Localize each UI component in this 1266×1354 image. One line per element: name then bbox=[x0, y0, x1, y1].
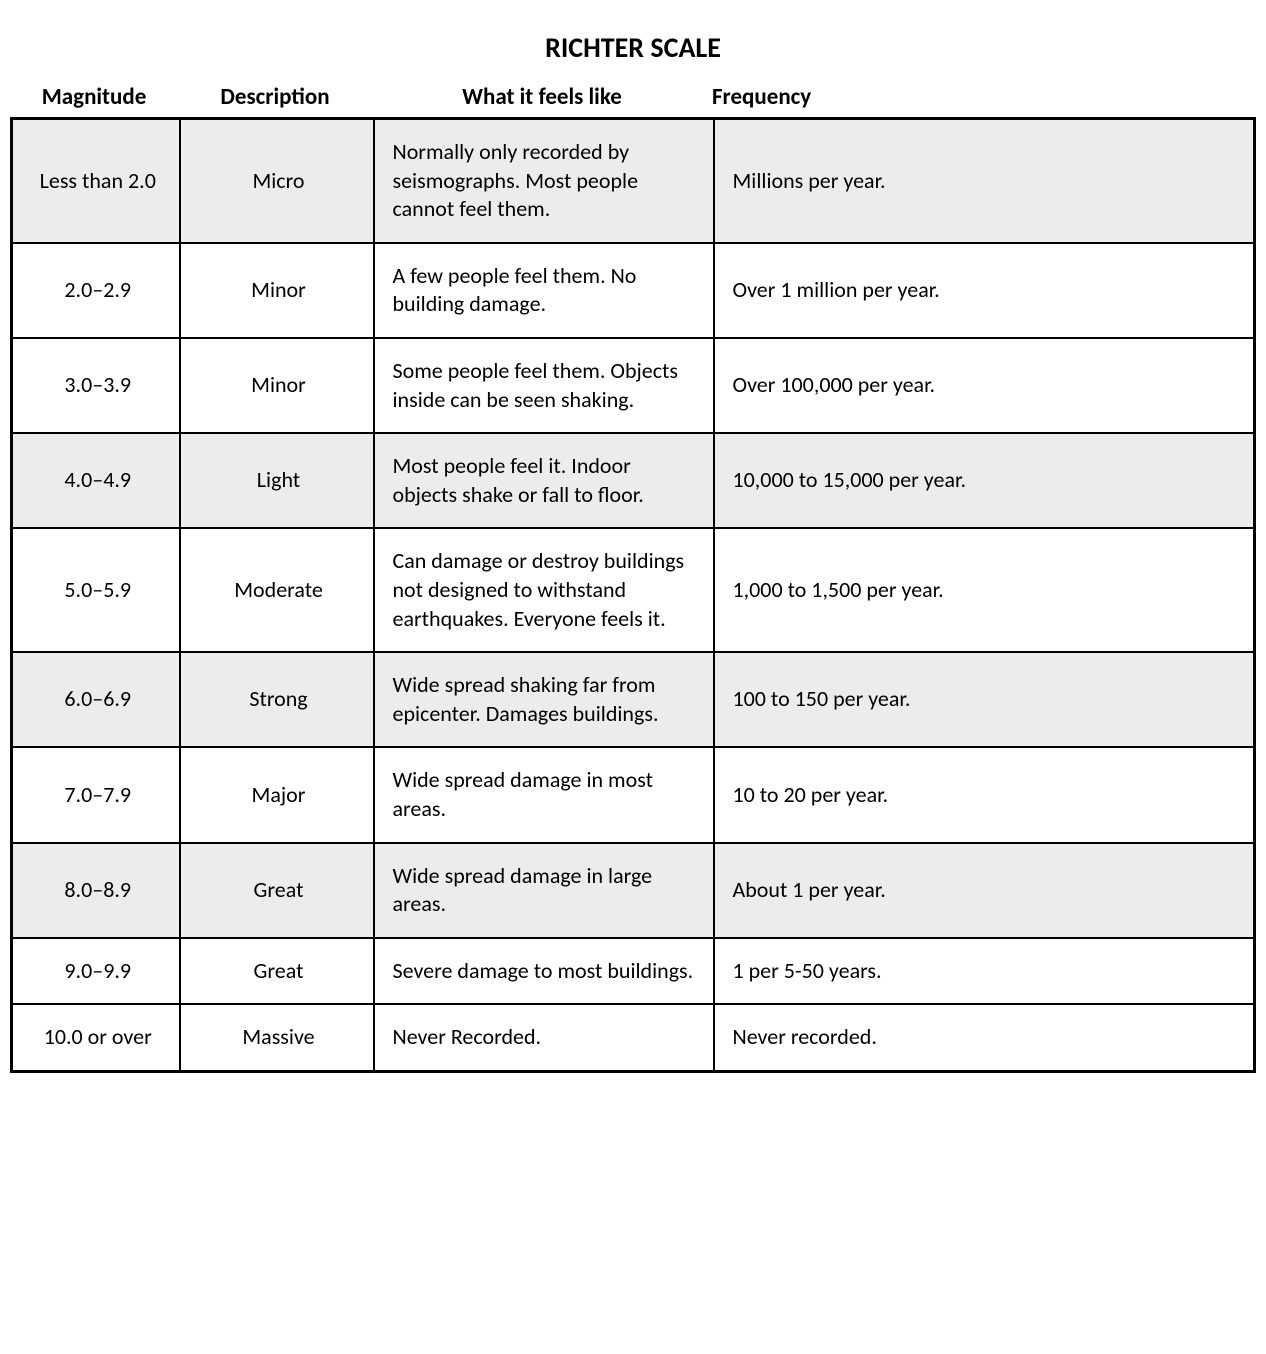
table-row: 8.0–8.9GreatWide spread damage in large … bbox=[12, 843, 1255, 938]
column-headers: Magnitude Description What it feels like… bbox=[10, 83, 1256, 111]
cell-description: Minor bbox=[180, 338, 374, 433]
table-row: 7.0–7.9MajorWide spread damage in most a… bbox=[12, 747, 1255, 842]
cell-frequency: 10 to 20 per year. bbox=[714, 747, 1255, 842]
cell-magnitude: 4.0–4.9 bbox=[12, 433, 180, 528]
cell-description: Light bbox=[180, 433, 374, 528]
table-row: 10.0 or overMassiveNever Recorded.Never … bbox=[12, 1004, 1255, 1071]
cell-magnitude: 7.0–7.9 bbox=[12, 747, 180, 842]
table-row: 6.0–6.9StrongWide spread shaking far fro… bbox=[12, 652, 1255, 747]
cell-frequency: 10,000 to 15,000 per year. bbox=[714, 433, 1255, 528]
cell-frequency: Never recorded. bbox=[714, 1004, 1255, 1071]
cell-feel: Normally only recorded by seismographs. … bbox=[374, 119, 714, 243]
header-feel: What it feels like bbox=[372, 83, 712, 111]
cell-magnitude: 2.0–2.9 bbox=[12, 243, 180, 338]
cell-feel: A few people feel them. No building dama… bbox=[374, 243, 714, 338]
cell-frequency: About 1 per year. bbox=[714, 843, 1255, 938]
cell-feel: Most people feel it. Indoor objects shak… bbox=[374, 433, 714, 528]
cell-magnitude: 3.0–3.9 bbox=[12, 338, 180, 433]
cell-description: Great bbox=[180, 938, 374, 1005]
cell-feel: Severe damage to most buildings. bbox=[374, 938, 714, 1005]
header-frequency: Frequency bbox=[712, 83, 811, 111]
cell-magnitude: 5.0–5.9 bbox=[12, 528, 180, 652]
cell-feel: Never Recorded. bbox=[374, 1004, 714, 1071]
cell-magnitude: 6.0–6.9 bbox=[12, 652, 180, 747]
cell-description: Moderate bbox=[180, 528, 374, 652]
cell-feel: Can damage or destroy buildings not desi… bbox=[374, 528, 714, 652]
table-row: Less than 2.0MicroNormally only recorded… bbox=[12, 119, 1255, 243]
cell-frequency: Over 1 million per year. bbox=[714, 243, 1255, 338]
cell-description: Major bbox=[180, 747, 374, 842]
cell-feel: Wide spread damage in most areas. bbox=[374, 747, 714, 842]
richter-table: Less than 2.0MicroNormally only recorded… bbox=[10, 117, 1256, 1073]
header-description: Description bbox=[178, 83, 372, 111]
cell-description: Strong bbox=[180, 652, 374, 747]
cell-description: Micro bbox=[180, 119, 374, 243]
cell-frequency: 100 to 150 per year. bbox=[714, 652, 1255, 747]
table-row: 2.0–2.9MinorA few people feel them. No b… bbox=[12, 243, 1255, 338]
cell-description: Massive bbox=[180, 1004, 374, 1071]
header-magnitude: Magnitude bbox=[10, 83, 178, 111]
page-title: RICHTER SCALE bbox=[10, 30, 1256, 65]
cell-description: Great bbox=[180, 843, 374, 938]
table-row: 5.0–5.9ModerateCan damage or destroy bui… bbox=[12, 528, 1255, 652]
cell-feel: Wide spread damage in large areas. bbox=[374, 843, 714, 938]
cell-magnitude: Less than 2.0 bbox=[12, 119, 180, 243]
cell-magnitude: 8.0–8.9 bbox=[12, 843, 180, 938]
cell-description: Minor bbox=[180, 243, 374, 338]
page: RICHTER SCALE Magnitude Description What… bbox=[10, 30, 1256, 1073]
table-row: 3.0–3.9MinorSome people feel them. Objec… bbox=[12, 338, 1255, 433]
cell-feel: Wide spread shaking far from epicenter. … bbox=[374, 652, 714, 747]
cell-frequency: 1 per 5-50 years. bbox=[714, 938, 1255, 1005]
table-row: 9.0–9.9GreatSevere damage to most buildi… bbox=[12, 938, 1255, 1005]
cell-frequency: Millions per year. bbox=[714, 119, 1255, 243]
cell-frequency: Over 100,000 per year. bbox=[714, 338, 1255, 433]
table-row: 4.0–4.9LightMost people feel it. Indoor … bbox=[12, 433, 1255, 528]
richter-table-body: Less than 2.0MicroNormally only recorded… bbox=[12, 119, 1255, 1072]
cell-feel: Some people feel them. Objects inside ca… bbox=[374, 338, 714, 433]
cell-magnitude: 10.0 or over bbox=[12, 1004, 180, 1071]
cell-magnitude: 9.0–9.9 bbox=[12, 938, 180, 1005]
cell-frequency: 1,000 to 1,500 per year. bbox=[714, 528, 1255, 652]
